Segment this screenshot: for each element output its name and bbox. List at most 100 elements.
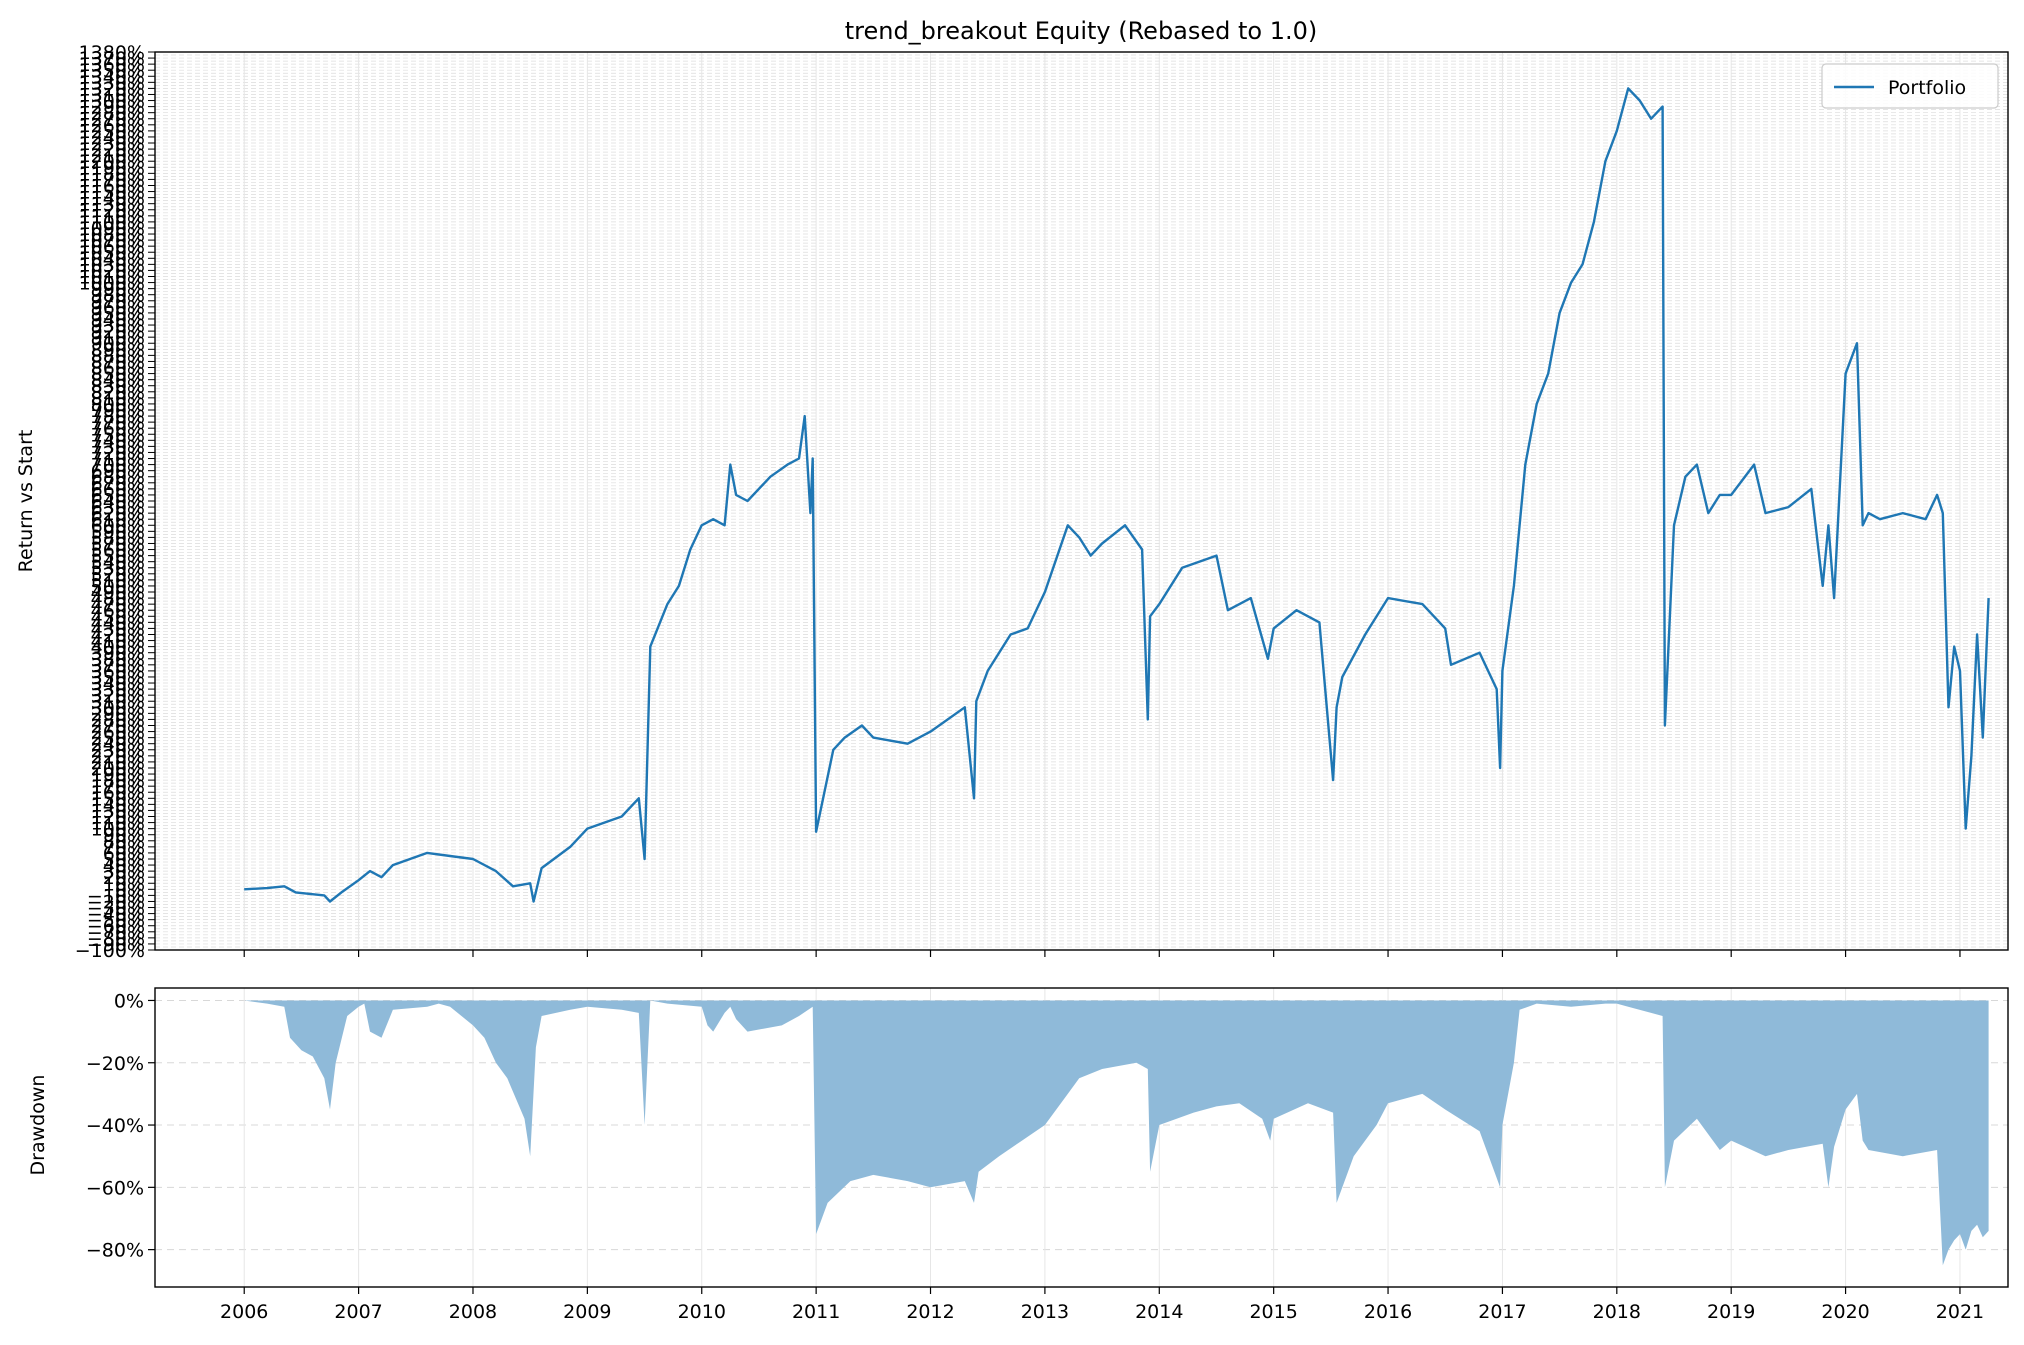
equity-y-tick-label: 530% (91, 558, 145, 580)
equity-y-tick-label: 480% (91, 588, 145, 610)
equity-y-tick-label: 1170% (79, 169, 145, 191)
drawdown-area-layer (244, 1000, 1989, 1266)
equity-y-tick-label: 1240% (79, 127, 145, 149)
equity-y-tick-label: 410% (91, 631, 145, 653)
equity-y-tick-label: 1290% (79, 97, 145, 119)
x-tick-label: 2013 (1021, 1301, 1069, 1323)
equity-y-tick-label: 30% (103, 861, 145, 883)
equity-y-tick-label: 120% (91, 807, 145, 829)
x-tick-label: 2018 (1593, 1301, 1641, 1323)
equity-y-tick-label: 220% (91, 746, 145, 768)
equity-y-tick-label: 560% (91, 540, 145, 562)
equity-y-tick-label: 1300% (79, 91, 145, 113)
equity-y-tick-label: −10% (87, 885, 145, 907)
x-tick-label: 2008 (449, 1301, 497, 1323)
equity-y-tick-label: 1260% (79, 115, 145, 137)
equity-y-tick-label: 880% (91, 345, 145, 367)
drawdown-y-tick-label: −80% (86, 1240, 144, 1262)
equity-y-tick-label: 40% (103, 855, 145, 877)
equity-y-tick-label: 820% (91, 382, 145, 404)
equity-y-tick-label: 230% (91, 740, 145, 762)
equity-y-tick-label: 980% (91, 285, 145, 307)
equity-y-tick-label: 1230% (79, 133, 145, 155)
equity-y-tick-label: 100% (91, 819, 145, 841)
equity-y-tick-label: 1330% (79, 72, 145, 94)
equity-y-tick-label: 510% (91, 570, 145, 592)
x-tick-label: 2015 (1249, 1301, 1297, 1323)
equity-y-tick-label: 1040% (79, 248, 145, 270)
equity-y-tick-label: 540% (91, 552, 145, 574)
x-tick-label: 2020 (1821, 1301, 1869, 1323)
equity-y-tick-label: 360% (91, 661, 145, 683)
equity-y-tick-label: 1360% (79, 54, 145, 76)
x-tick-label: 2009 (563, 1301, 611, 1323)
equity-y-tick-label: 710% (91, 449, 145, 471)
equity-y-tick-label: 340% (91, 673, 145, 695)
equity-y-tick-label: 1080% (79, 224, 145, 246)
equity-y-tick-label: 80% (103, 831, 145, 853)
drawdown-axes-frame (154, 987, 2009, 1288)
equity-y-tick-label: 1190% (79, 157, 145, 179)
equity-y-tick-label: −20% (87, 891, 145, 913)
equity-y-tick-label: 50% (103, 849, 145, 871)
equity-y-tick-label: 1020% (79, 260, 145, 282)
equity-y-tick-label: 800% (91, 394, 145, 416)
equity-y-tick-label: 1250% (79, 121, 145, 143)
drawdown-y-tick-label: −40% (86, 1115, 144, 1137)
x-tick-label: 2007 (334, 1301, 382, 1323)
equity-y-tick-label: 850% (91, 364, 145, 386)
equity-y-tick-label: 830% (91, 376, 145, 398)
equity-y-tick-label: 840% (91, 370, 145, 392)
x-tick-label: 2016 (1364, 1301, 1412, 1323)
equity-y-tick-label: 380% (91, 649, 145, 671)
equity-line-layer (244, 87, 1990, 903)
equity-y-tick-label: 10% (103, 873, 145, 895)
equity-y-tick-label: 570% (91, 533, 145, 555)
equity-y-tick-label: 370% (91, 655, 145, 677)
equity-y-tick-label: 170% (91, 776, 145, 798)
drawdown-area (244, 1000, 1989, 1266)
equity-y-tick-label: 1090% (79, 218, 145, 240)
equity-y-tick-label: 150% (91, 788, 145, 810)
equity-y-tick-label: 240% (91, 734, 145, 756)
equity-y-tick-label: 730% (91, 436, 145, 458)
equity-y-tick-label: 960% (91, 297, 145, 319)
equity-y-ticks: −90%−80%−70%−60%−50%−40%−30%−20%−10%0%10… (75, 42, 155, 962)
equity-y-tick-label: 400% (91, 637, 145, 659)
equity-y-tick-label: 0% (115, 879, 145, 901)
equity-y-tick-label: 970% (91, 291, 145, 313)
equity-y-tick-label: 750% (91, 424, 145, 446)
equity-y-tick-label: 110% (91, 813, 145, 835)
equity-y-tick-label: 630% (91, 497, 145, 519)
equity-y-tick-label: 290% (91, 703, 145, 725)
equity-y-tick-label: 1350% (79, 60, 145, 82)
equity-y-tick-label: 610% (91, 509, 145, 531)
equity-y-tick-label: 260% (91, 722, 145, 744)
equity-y-tick-label: 250% (91, 728, 145, 750)
equity-y-tick-label: 1320% (79, 78, 145, 100)
equity-y-tick-label: 1130% (79, 194, 145, 216)
equity-y-tick-label: 1270% (79, 109, 145, 131)
equity-x-ticks (243, 950, 1961, 957)
drawdown-y-tick-label: −20% (86, 1053, 144, 1075)
equity-y-tick-label: 1120% (79, 200, 145, 222)
equity-y-tick-label: 700% (91, 455, 145, 477)
equity-y-tick-label: 1160% (79, 175, 145, 197)
legend-box (1821, 63, 1999, 109)
equity-y-tick-label: −80% (87, 928, 145, 950)
equity-y-tick-label: 70% (103, 837, 145, 859)
equity-y-tick-label: 790% (91, 400, 145, 422)
equity-y-tick-label: 720% (91, 442, 145, 464)
equity-y-tick-label: 300% (91, 697, 145, 719)
x-tick-label: 2006 (220, 1301, 268, 1323)
equity-y-tick-label: 590% (91, 521, 145, 543)
equity-y-tick-label: 920% (91, 321, 145, 343)
drawdown-y-tick-label: −60% (86, 1177, 144, 1199)
equity-y-tick-label: 180% (91, 770, 145, 792)
equity-y-tick-label: −70% (87, 922, 145, 944)
equity-y-tick-label: 870% (91, 351, 145, 373)
equity-y-tick-label: 640% (91, 491, 145, 513)
equity-y-tick-label: 890% (91, 339, 145, 361)
equity-y-tick-label: 770% (91, 412, 145, 434)
